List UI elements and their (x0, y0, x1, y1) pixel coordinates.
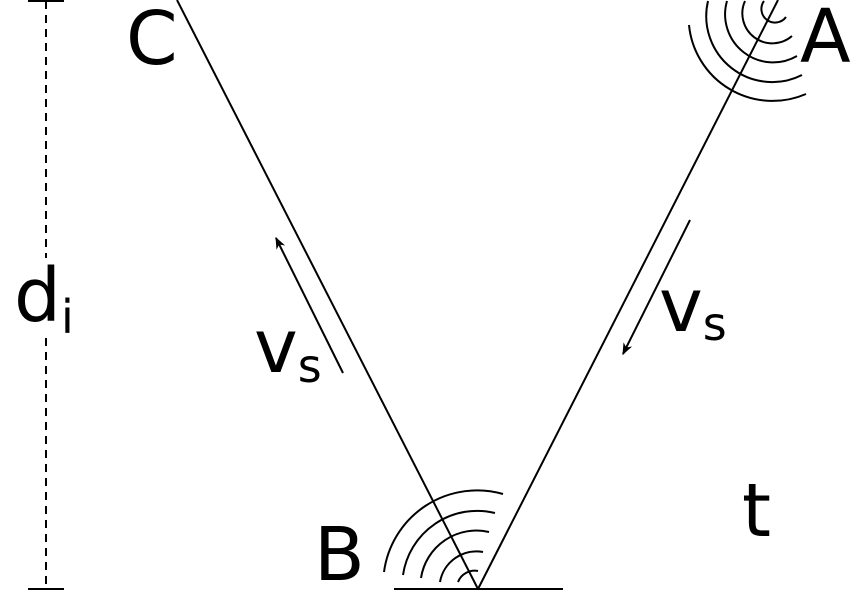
label-point-c: C (126, 0, 178, 82)
reflection-wavefront-1 (457, 569, 479, 583)
depth-scale (28, 0, 64, 590)
reflection-wavefront-3 (420, 529, 490, 579)
source-wavefront-5 (688, 24, 807, 102)
source-wavefronts (688, 0, 807, 102)
source-wavefront-2 (741, 0, 793, 45)
source-wavefront-4 (705, 0, 803, 84)
label-velocity-right-main: v (659, 263, 703, 349)
reflection-wavefronts (383, 489, 504, 583)
source-wavefront-3 (724, 0, 798, 64)
label-velocity-right-sub: s (703, 297, 727, 351)
label-depth-main: d (14, 253, 61, 339)
source-wavefront-1 (760, 0, 787, 24)
label-point-a: A (800, 0, 851, 80)
ray-a-to-b (477, 0, 779, 590)
label-velocity-left-sub: s (298, 339, 322, 393)
reflection-wavefront-4 (402, 509, 496, 576)
label-point-b: B (314, 512, 365, 591)
velocity-arrow-up-left (275, 236, 344, 374)
ray-b-to-c (176, 0, 479, 590)
reflection-wavefront-2 (439, 550, 484, 583)
label-depth-sub: i (61, 290, 74, 344)
label-velocity-right: vs (659, 263, 727, 351)
velocity-arrow-down-left (622, 219, 691, 356)
label-velocity-left: vs (254, 304, 322, 393)
label-velocity-left-main: v (254, 304, 298, 390)
label-time: t (742, 468, 771, 554)
reflection-wavefront-5 (383, 489, 504, 573)
label-depth: di (14, 253, 74, 344)
